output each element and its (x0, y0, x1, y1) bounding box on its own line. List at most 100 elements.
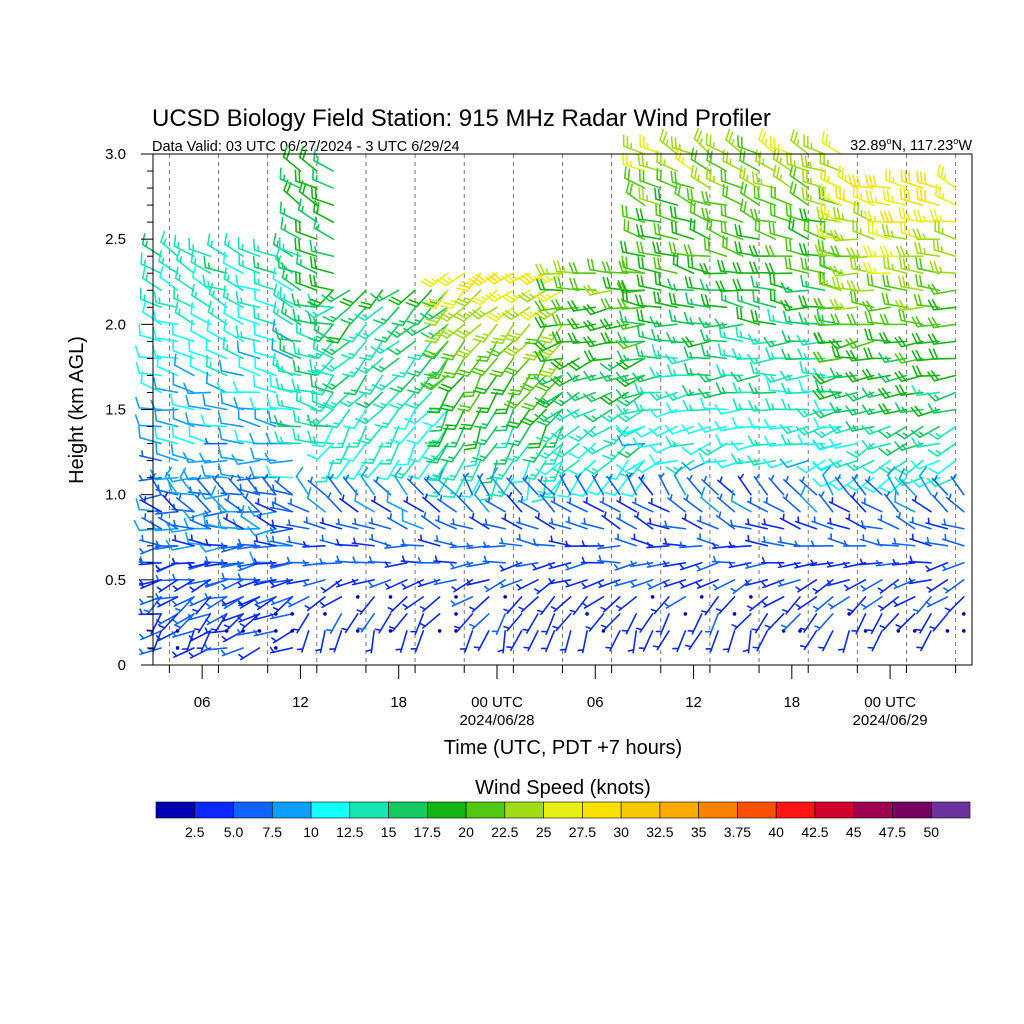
barb-full-feather (916, 170, 919, 183)
barb-half-feather (316, 223, 320, 231)
barb-full-feather (370, 346, 381, 355)
barb-half-feather (754, 357, 759, 364)
barb-shaft (223, 312, 244, 326)
barb-half-feather (761, 581, 767, 588)
wind-barb (861, 368, 891, 381)
barb-full-feather (286, 182, 292, 194)
barb-full-feather (725, 236, 728, 250)
barb-full-feather (444, 424, 458, 427)
wind-barb (717, 476, 736, 496)
barb-full-feather (464, 447, 477, 451)
wind-barb (908, 577, 932, 585)
wind-barb (518, 496, 539, 513)
barb-half-feather (402, 603, 409, 609)
barb-full-feather (274, 431, 280, 444)
barb-full-feather (765, 398, 771, 410)
wind-barb (861, 439, 891, 451)
barb-full-feather (272, 319, 276, 332)
wind-barb (882, 274, 908, 292)
barb-full-feather (583, 445, 593, 455)
barb-half-feather (770, 474, 775, 482)
barb-full-feather (540, 278, 546, 291)
barb-full-feather (766, 378, 771, 391)
barb-full-feather (524, 353, 538, 358)
barb-shaft (220, 456, 244, 462)
wind-barb (313, 149, 334, 172)
wind-barb (208, 282, 228, 309)
barb-full-feather (829, 367, 837, 379)
barb-full-feather (863, 245, 869, 258)
wind-barb (962, 629, 966, 633)
wind-barb (846, 313, 875, 326)
barb-half-feather (885, 375, 891, 382)
wind-barb (667, 278, 695, 292)
wind-barb (370, 289, 400, 302)
barb-half-feather (860, 603, 867, 609)
barb-half-feather (221, 583, 227, 589)
wind-barb (533, 340, 564, 352)
barb-full-feather (734, 224, 739, 237)
barb-shaft (819, 442, 842, 451)
wind-barb (795, 596, 818, 611)
barb-half-feather (901, 406, 906, 413)
barb-half-feather (341, 494, 345, 502)
barb-full-feather (684, 276, 689, 289)
barb-full-feather (313, 257, 317, 270)
wind-barb (475, 391, 498, 414)
barb-full-feather (603, 318, 612, 329)
barb-half-feather (779, 157, 783, 165)
wind-barb (635, 613, 654, 633)
barb-full-feather (541, 495, 554, 499)
barb-half-feather (602, 496, 605, 504)
barb-full-feather (583, 305, 592, 316)
barb-shaft (171, 403, 195, 411)
wind-barb (828, 458, 859, 469)
wind-barb (155, 596, 179, 608)
barb-full-feather (918, 242, 923, 255)
wind-barb (751, 613, 769, 634)
wind-barb (616, 391, 646, 407)
barb-half-feather (276, 308, 279, 316)
wind-barb (780, 382, 810, 395)
barb-full-feather (472, 309, 483, 318)
wind-barb (171, 424, 195, 445)
barb-full-feather (914, 405, 923, 416)
barb-full-feather (785, 204, 789, 217)
barb-full-feather (316, 202, 320, 215)
barb-shaft (172, 417, 195, 428)
barb-full-feather (633, 382, 640, 394)
barb-full-feather (474, 367, 487, 373)
barb-half-feather (795, 586, 802, 592)
wind-barb (619, 240, 646, 258)
wind-barb (782, 596, 801, 615)
barb-full-feather (142, 300, 147, 313)
barb-full-feather (534, 396, 545, 405)
barb-full-feather (624, 166, 627, 179)
barb-full-feather (160, 230, 166, 243)
barb-half-feather (221, 602, 228, 608)
wind-barb (678, 541, 703, 549)
barb-full-feather (252, 238, 256, 252)
wind-barb (223, 267, 244, 292)
barb-half-feather (314, 381, 317, 389)
wind-barb (684, 276, 711, 292)
x-tick-label: 18 (783, 694, 800, 711)
barb-half-feather (771, 352, 775, 360)
barb-half-feather (348, 352, 356, 356)
wind-barb (656, 150, 678, 172)
wind-barb (279, 167, 302, 189)
barb-half-feather (609, 453, 617, 458)
wind-barb (292, 359, 318, 377)
barb-full-feather (932, 348, 939, 360)
wind-barb (172, 407, 195, 428)
wind-barb (821, 131, 842, 155)
barb-full-feather (557, 276, 562, 289)
barb-half-feather (760, 178, 763, 186)
wind-barb (898, 468, 916, 496)
barb-half-feather (672, 357, 677, 364)
wind-barb (286, 519, 310, 530)
barb-full-feather (831, 276, 837, 289)
barb-shaft (138, 372, 162, 377)
barb-half-feather (178, 274, 181, 282)
barb-full-feather (856, 175, 861, 188)
